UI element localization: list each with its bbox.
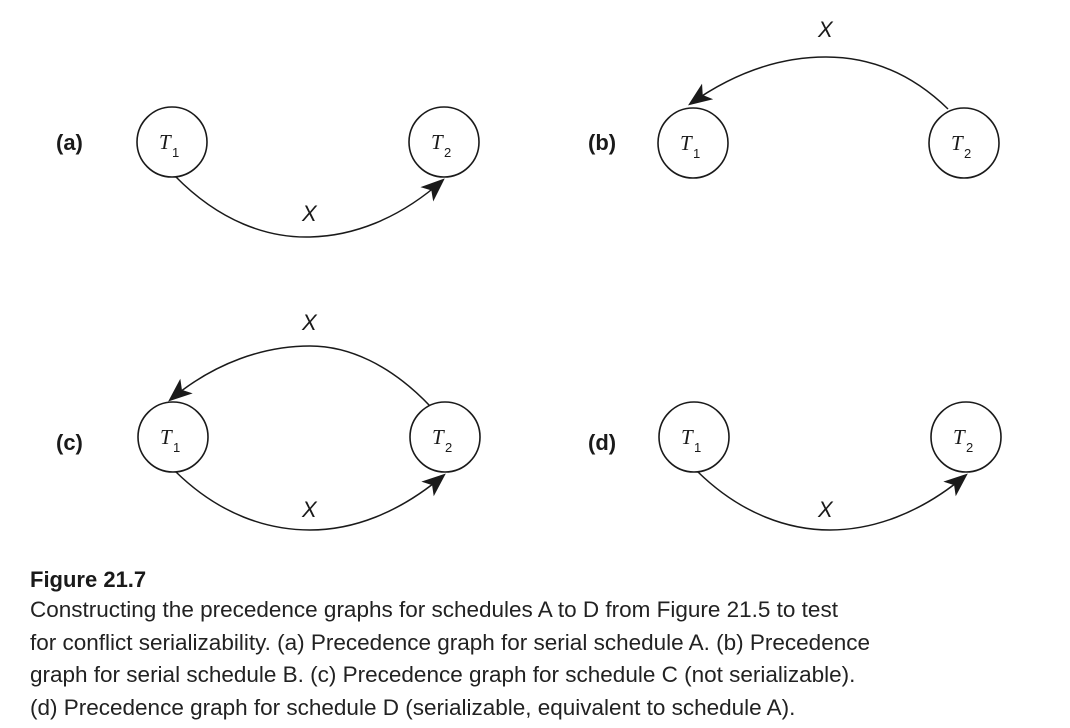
node-subscript: 1: [693, 146, 700, 161]
node-label: T: [160, 425, 173, 449]
panel-label: (b): [588, 130, 616, 155]
edge-arrow: [697, 471, 968, 531]
node-subscript: 2: [444, 145, 451, 160]
node-subscript: 2: [445, 440, 452, 455]
node-subscript: 2: [966, 440, 973, 455]
figure-title: Figure 21.7: [30, 567, 147, 592]
node-label: T: [431, 130, 444, 154]
edge-arrow: [168, 345, 431, 407]
panel-label: (d): [588, 430, 616, 455]
node-label: T: [159, 130, 172, 154]
figure-description: Constructing the precedence graphs for s…: [30, 594, 1050, 724]
figure-caption: Figure 21.7 Constructing the precedence …: [30, 566, 1050, 724]
node-label: T: [681, 425, 694, 449]
node-subscript: 1: [694, 440, 701, 455]
panel-c: (c) X X T 1 T 2: [56, 310, 481, 531]
node-subscript: 2: [964, 146, 971, 161]
caption-line: Constructing the precedence graphs for s…: [30, 597, 838, 622]
node-subscript: 1: [172, 145, 179, 160]
node-t1: T 1: [137, 401, 209, 473]
node-label: T: [680, 131, 693, 155]
edge-label: X: [817, 17, 834, 42]
node-t2: T 2: [930, 401, 1002, 473]
edge-arrow: [174, 175, 445, 238]
panel-label: (c): [56, 430, 83, 455]
node-label: T: [432, 425, 445, 449]
edge-label: X: [301, 497, 318, 522]
node-t2: T 2: [408, 106, 480, 178]
node-t2: T 2: [928, 107, 1000, 179]
panel-d: (d) X T 1 T 2: [588, 401, 1002, 531]
node-label: T: [953, 425, 966, 449]
panel-label: (a): [56, 130, 83, 155]
edge-label: X: [817, 497, 834, 522]
precedence-graphs-diagram: (a) X T 1 T 2 (b) X T 1 T 2 (c): [56, 17, 1002, 531]
caption-line: graph for serial schedule B. (c) Precede…: [30, 662, 856, 687]
node-subscript: 1: [173, 440, 180, 455]
node-t1: T 1: [657, 107, 729, 179]
edge-arrow: [688, 56, 949, 110]
panel-b: (b) X T 1 T 2: [588, 17, 1000, 179]
edge-label: X: [301, 201, 318, 226]
caption-line: (d) Precedence graph for schedule D (ser…: [30, 694, 796, 720]
edge-label: X: [301, 310, 318, 335]
panel-a: (a) X T 1 T 2: [56, 106, 480, 238]
node-t1: T 1: [136, 106, 208, 178]
node-t2: T 2: [409, 401, 481, 473]
node-label: T: [951, 131, 964, 155]
edge-arrow: [175, 471, 446, 531]
node-t1: T 1: [658, 401, 730, 473]
caption-line: for conflict serializability. (a) Preced…: [30, 629, 870, 655]
